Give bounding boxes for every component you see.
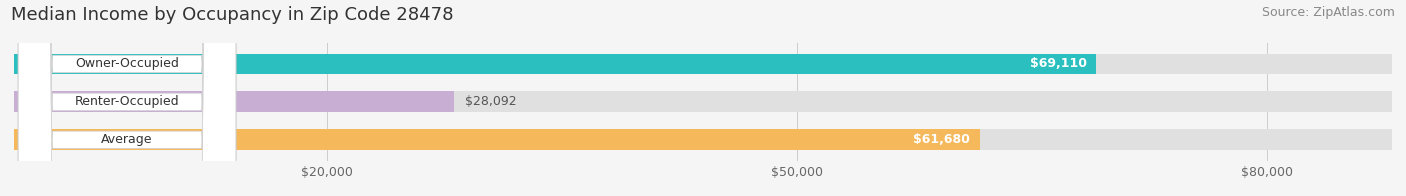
Bar <box>14 54 1392 74</box>
Bar <box>14 129 1392 150</box>
Text: Renter-Occupied: Renter-Occupied <box>75 95 180 108</box>
Text: Owner-Occupied: Owner-Occupied <box>75 57 179 71</box>
Text: Average: Average <box>101 133 153 146</box>
Bar <box>14 92 454 112</box>
Text: Source: ZipAtlas.com: Source: ZipAtlas.com <box>1261 6 1395 19</box>
FancyBboxPatch shape <box>18 0 236 196</box>
Text: $28,092: $28,092 <box>465 95 516 108</box>
FancyBboxPatch shape <box>18 0 236 196</box>
FancyBboxPatch shape <box>18 0 236 196</box>
Bar <box>14 54 1097 74</box>
Text: $61,680: $61,680 <box>914 133 970 146</box>
Text: Median Income by Occupancy in Zip Code 28478: Median Income by Occupancy in Zip Code 2… <box>11 6 454 24</box>
Text: $69,110: $69,110 <box>1029 57 1087 71</box>
Bar <box>14 92 1392 112</box>
Bar <box>14 129 980 150</box>
